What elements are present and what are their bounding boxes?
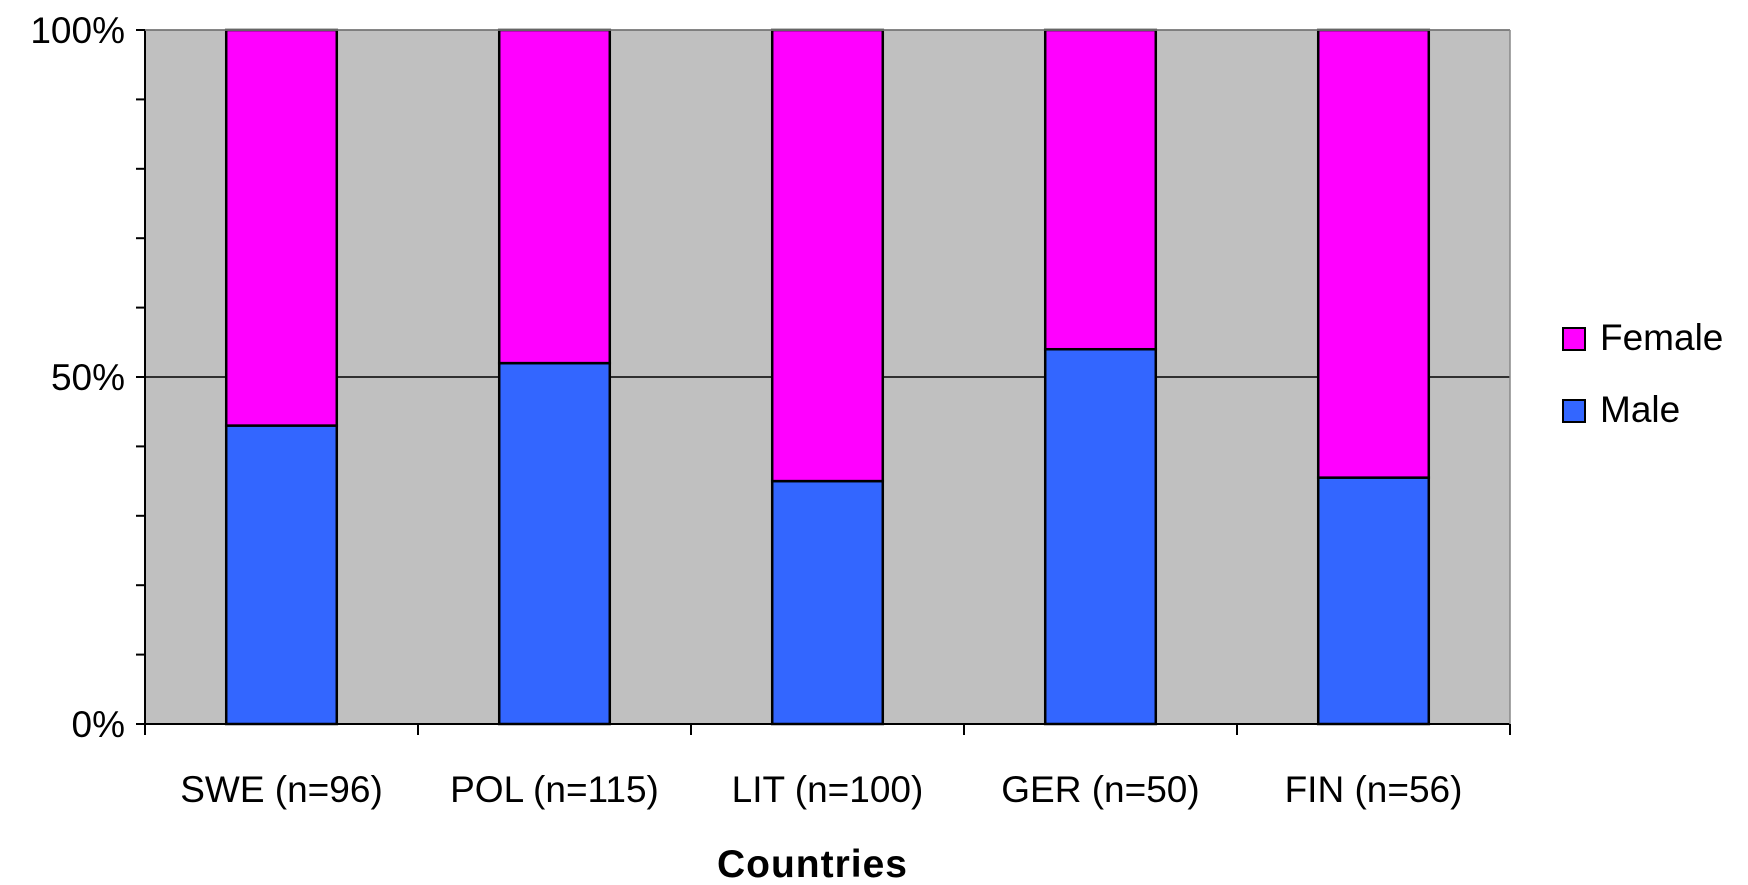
bar-male-3: [770, 479, 885, 726]
bar-male-2: [497, 361, 612, 726]
bars: [224, 28, 1431, 726]
x-tick-labels: SWE (n=96) POL (n=115) LIT (n=100) GER (n=5…: [180, 769, 1462, 810]
y-tick-labels: 0% 50% 100%: [30, 10, 125, 745]
x-axis-title: Countries: [717, 843, 908, 885]
legend-swatch-female: [1562, 327, 1586, 351]
bar-male-1: [224, 424, 339, 726]
bar-female-5: [1316, 28, 1431, 479]
x-tick-label: GER (n=50): [1001, 769, 1199, 810]
legend-label-male: Male: [1600, 389, 1680, 430]
y-tick-label: 50%: [51, 357, 125, 398]
axes: [136, 29, 1511, 735]
legend-label-female: Female: [1600, 317, 1723, 358]
y-tick-label: 0%: [72, 704, 125, 745]
bar-male-5: [1316, 476, 1431, 726]
x-tick-label: SWE (n=96): [180, 769, 383, 810]
legend: Female Male: [1562, 317, 1723, 430]
bar-female-1: [224, 28, 339, 427]
bar-female-4: [1043, 28, 1158, 351]
x-tick-label: POL (n=115): [450, 769, 659, 810]
bar-female-2: [497, 28, 612, 365]
y-tick-label: 100%: [30, 10, 125, 51]
bar-female-3: [770, 28, 885, 483]
bar-male-4: [1043, 347, 1158, 726]
x-tick-label: LIT (n=100): [732, 769, 924, 810]
x-tick-label: FIN (n=56): [1285, 769, 1463, 810]
legend-swatch-male: [1562, 399, 1586, 423]
